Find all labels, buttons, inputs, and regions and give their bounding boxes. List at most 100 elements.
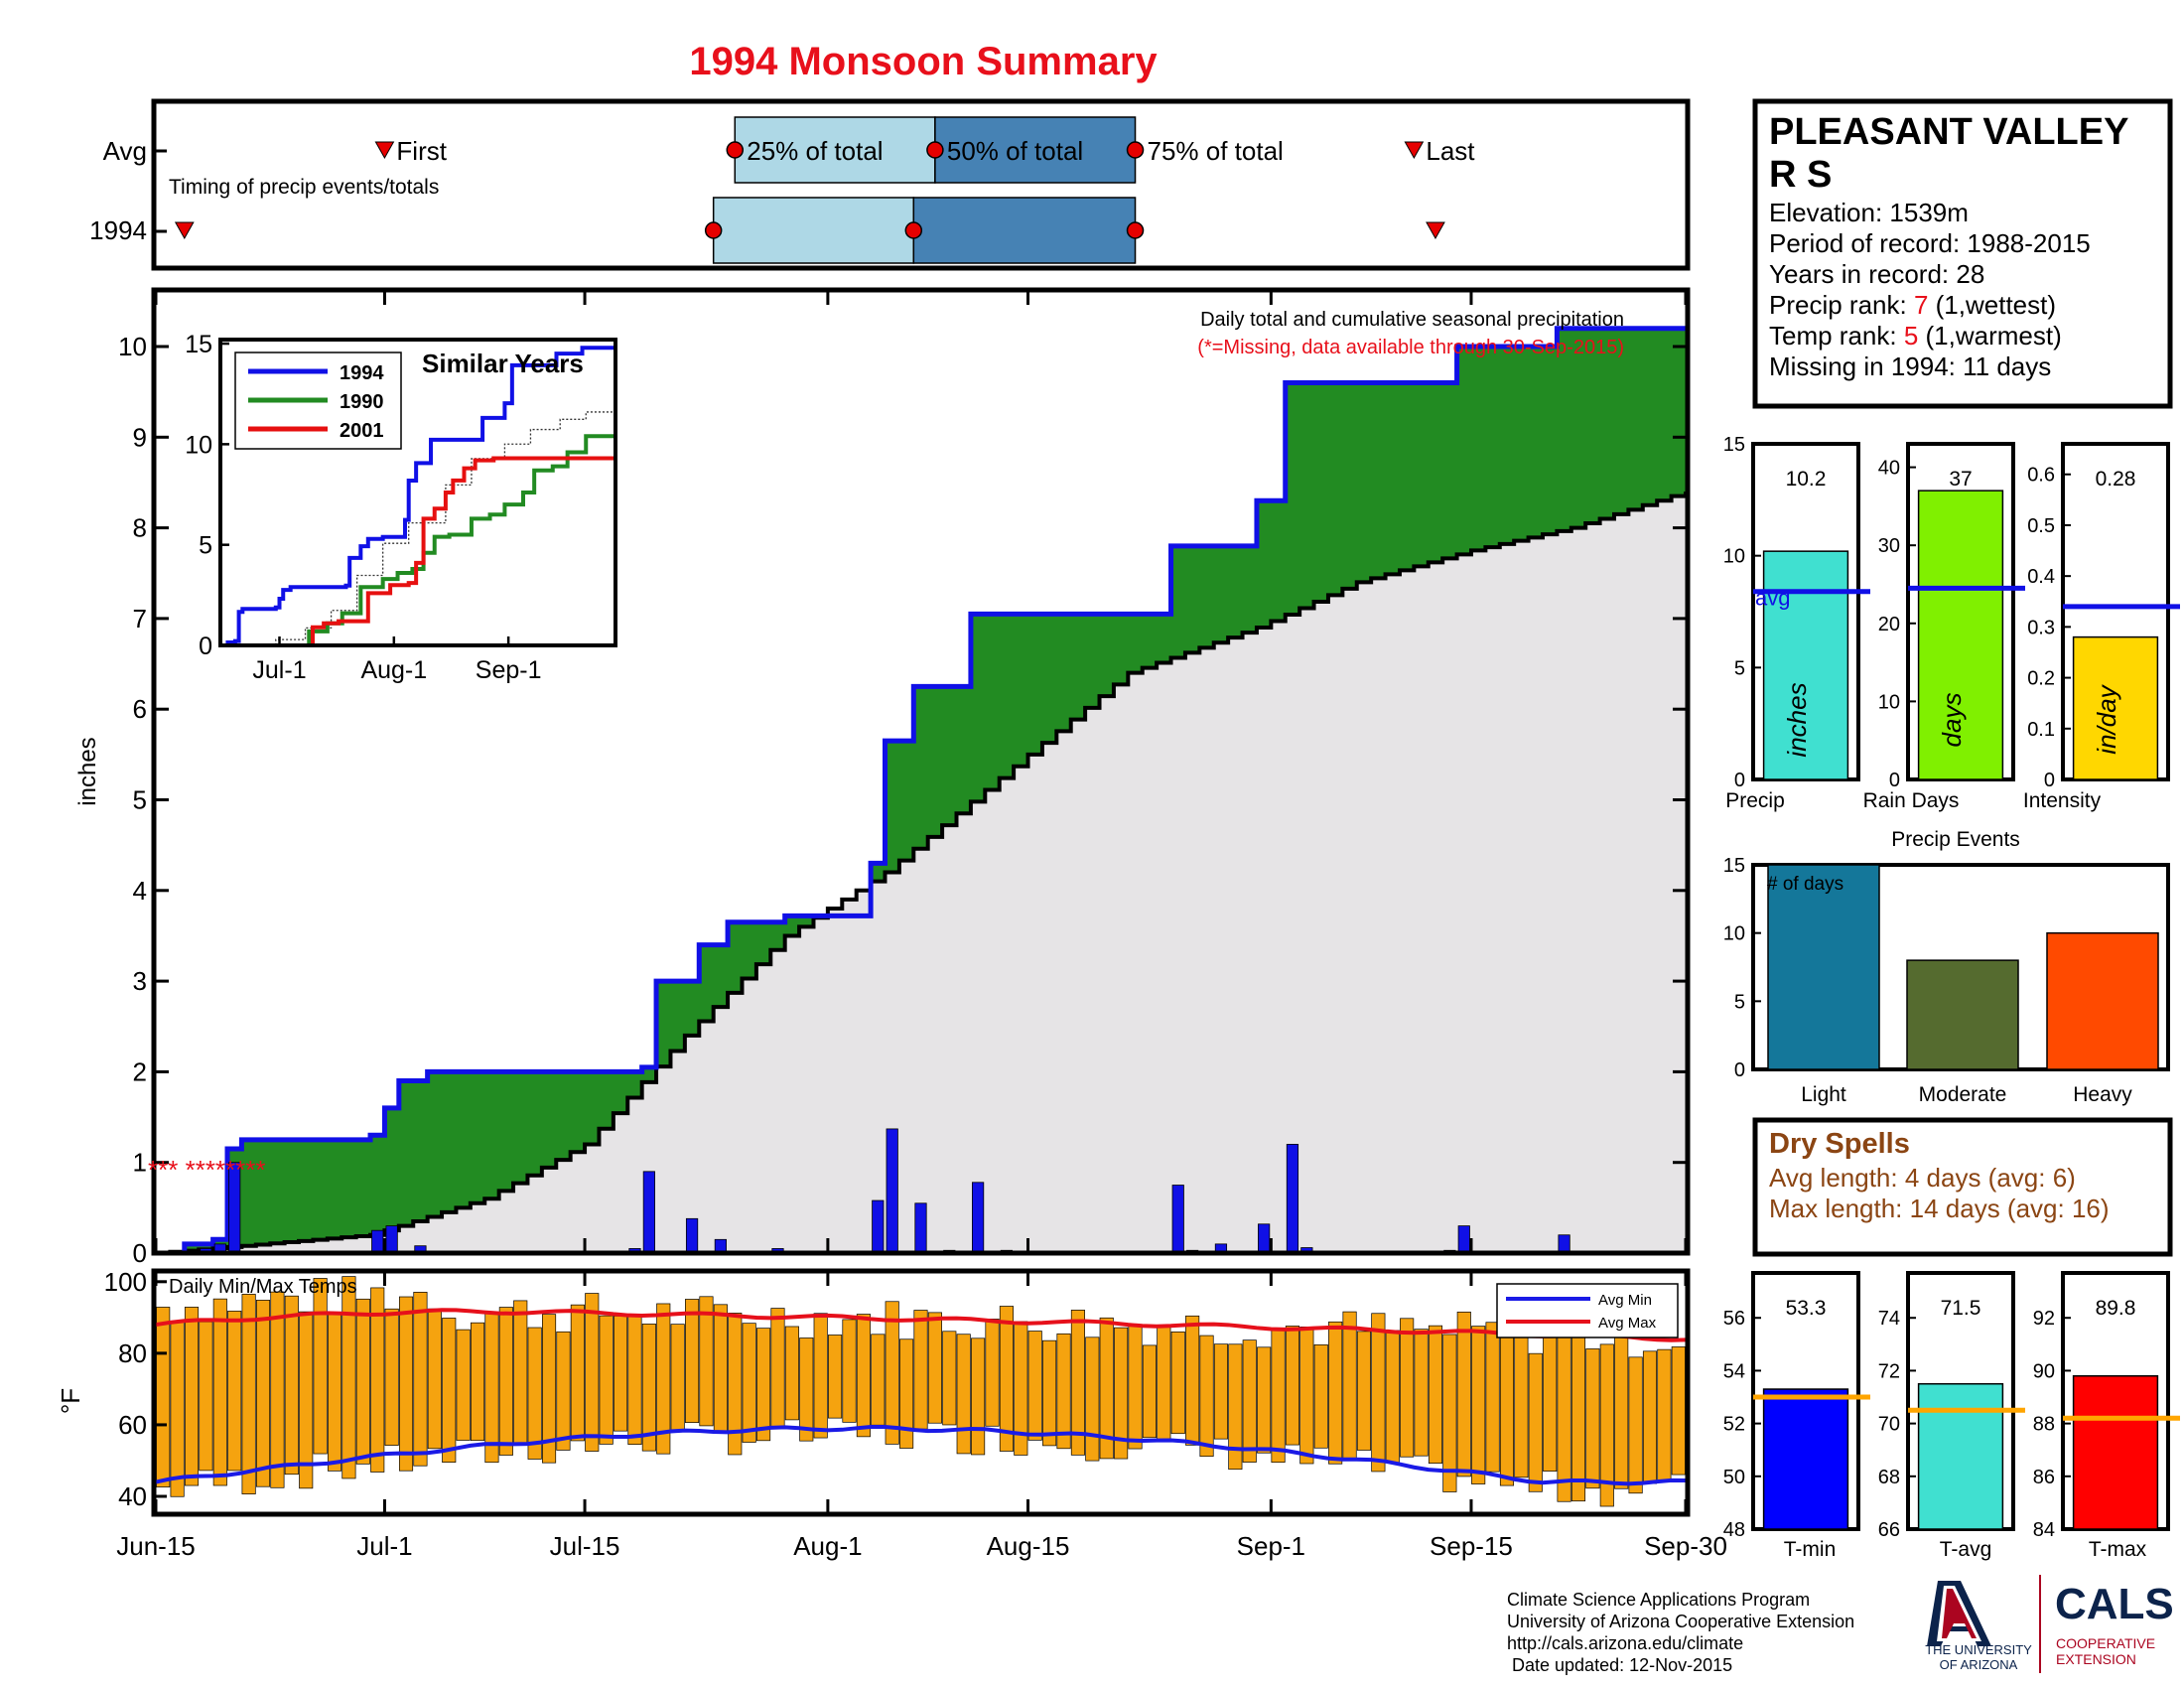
main-y-tick-label: 1 [133, 1148, 147, 1178]
main-legend-missing-note: (*=Missing, data available through 30-Se… [1197, 337, 1624, 358]
inset-frame [218, 338, 617, 647]
daily-temp-bar [456, 1329, 471, 1441]
daily-temp-bar [1657, 1348, 1672, 1481]
inset-y-tick-label: 0 [199, 633, 212, 660]
daily-temp-bar [1228, 1343, 1243, 1471]
inset-axes: 0 5 10 15 Jul-1 Aug-1 Sep-1 [185, 331, 541, 684]
daily-temp-bar [1042, 1339, 1057, 1447]
daily-temp-bar [313, 1278, 328, 1455]
main-chart-content [156, 326, 1688, 1256]
daily-temp-bar [427, 1308, 442, 1450]
cals-sub2: EXTENSION [2056, 1651, 2136, 1667]
daily-temp-bar [241, 1294, 256, 1494]
sum-tmin-tick-label: 54 [1723, 1360, 1745, 1382]
daily-temp-bar [927, 1312, 942, 1424]
daily-temp-bar [656, 1303, 671, 1455]
main-y-axis: 0 1 2 3 4 5 6 7 8 9 10 [118, 332, 1688, 1268]
station-name-line1: PLEASANT VALLEY [1769, 111, 2128, 153]
sum-rain-tick-label: 10 [1878, 691, 1900, 713]
station-precip-rank: Precip rank: 7 (1,wettest) [1769, 290, 2056, 320]
dry-spells-title: Dry Spells [1769, 1128, 1910, 1160]
temp-y-tick-label: 80 [118, 1338, 147, 1368]
daily-temp-bar [641, 1324, 656, 1452]
daily-temp-bar [756, 1328, 771, 1442]
sum-rain-value: 37 [1949, 468, 1972, 491]
tavg-label: T-avg [1940, 1538, 1992, 1561]
intensity-label: Intensity [2023, 789, 2102, 812]
daily-precip-bar [385, 1225, 398, 1254]
temp-y-tick-label: 60 [118, 1410, 147, 1440]
x-tick-label: Jun-15 [116, 1531, 196, 1561]
daily-temp-bar [856, 1314, 871, 1438]
daily-precip-bar [1258, 1223, 1271, 1254]
inset-x-tick-label: Sep-1 [476, 656, 542, 684]
events-tick-label: 5 [1734, 991, 1745, 1013]
station-name-line2: R S [1769, 154, 1832, 196]
sum-rain-tick-label: 20 [1878, 614, 1900, 635]
event-bar-heavy [2046, 931, 2159, 1070]
temp-y-axis-label: °F [56, 1388, 85, 1414]
sum-tavg-value: 71.5 [1941, 1297, 1981, 1320]
daily-temp-bar [570, 1304, 585, 1442]
x-tick-label: Aug-1 [793, 1531, 862, 1561]
inset-1994-line [220, 346, 615, 647]
inset-title: Similar Years [422, 349, 584, 378]
cals-sub1: COOPERATIVE [2056, 1635, 2155, 1651]
intensity-panel: 0 0.1 0.2 0.3 0.4 0.5 0.6 0.28 in/day [2027, 442, 2180, 791]
event-label-light: Light [1801, 1083, 1846, 1106]
main-y-tick-label: 0 [133, 1238, 147, 1268]
sum-rain-tick-label: 40 [1878, 458, 1900, 480]
daily-temp-bar [184, 1307, 200, 1486]
x-tick-label: Sep-1 [1237, 1531, 1305, 1561]
daily-temp-bar [1570, 1328, 1586, 1502]
daily-temp-bar [1628, 1356, 1643, 1494]
daily-temp-bar [1285, 1326, 1299, 1446]
avg-q50-label: 50% of total [947, 136, 1083, 166]
daily-temp-bar [899, 1338, 914, 1449]
obs-first-marker [174, 221, 195, 240]
sum-int-tick-label: 0.3 [2027, 617, 2055, 638]
daily-temp-bar [370, 1287, 385, 1473]
x-tick-label: Jul-1 [356, 1531, 412, 1561]
daily-temp-bar [614, 1316, 628, 1432]
temp-legend-max: Avg Max [1598, 1315, 1657, 1332]
sum-tmax-tick-label: 84 [2033, 1519, 2055, 1541]
daily-temp-bar [1485, 1322, 1500, 1473]
daily-temp-bar [1170, 1331, 1185, 1435]
daily-temp-bar [1385, 1330, 1400, 1464]
daily-temp-bar [1213, 1343, 1228, 1440]
daily-precip-bar [1286, 1144, 1299, 1254]
daily-temp-bar [255, 1300, 271, 1487]
daily-temp-bar [299, 1311, 314, 1489]
daily-precip-bar [642, 1171, 655, 1254]
page-title: 1994 Monsoon Summary [689, 40, 1158, 83]
timing-marks: First 25% of total 50% of total 75% of tota… [174, 116, 1475, 264]
sum-tmin-tick-label: 48 [1723, 1519, 1745, 1541]
sum-tavg-tick-label: 74 [1878, 1308, 1900, 1330]
daily-temp-bar [1070, 1310, 1085, 1456]
sum-precip-tick-label: 10 [1723, 546, 1745, 568]
main-y-tick-label: 8 [133, 513, 147, 543]
sum-tmin-bar [1762, 1388, 1849, 1530]
inset-legend-2001: 2001 [340, 420, 384, 442]
daily-temp-bar [1342, 1311, 1357, 1460]
tmax-panel: 84 86 88 90 92 89.8 [2033, 1271, 2180, 1541]
inset-x-tick-label: Aug-1 [360, 656, 427, 684]
tmin-label: T-min [1784, 1538, 1837, 1561]
inset-2001-line [220, 456, 615, 647]
sum-rain-tick-label: 0 [1889, 770, 1900, 791]
x-tick-label: Aug-15 [987, 1531, 1070, 1561]
daily-temp-bar [1099, 1317, 1114, 1460]
temp-legend-box [1496, 1283, 1679, 1338]
daily-temp-bar [1313, 1343, 1328, 1449]
footer-url[interactable]: http://cals.arizona.edu/climate [1507, 1633, 1743, 1653]
daily-temp-bar [1257, 1346, 1272, 1454]
daily-temp-bar [1185, 1315, 1200, 1446]
main-y-tick-label: 10 [118, 332, 147, 361]
timing-panel: Avg 1994 Timing of precip events/totals … [89, 98, 1691, 271]
daily-temp-bar [1371, 1313, 1386, 1473]
daily-temp-bar [513, 1300, 528, 1446]
daily-temp-bar [1528, 1352, 1543, 1492]
daily-temp-bar [842, 1319, 857, 1423]
main-y-tick-label: 5 [133, 785, 147, 815]
